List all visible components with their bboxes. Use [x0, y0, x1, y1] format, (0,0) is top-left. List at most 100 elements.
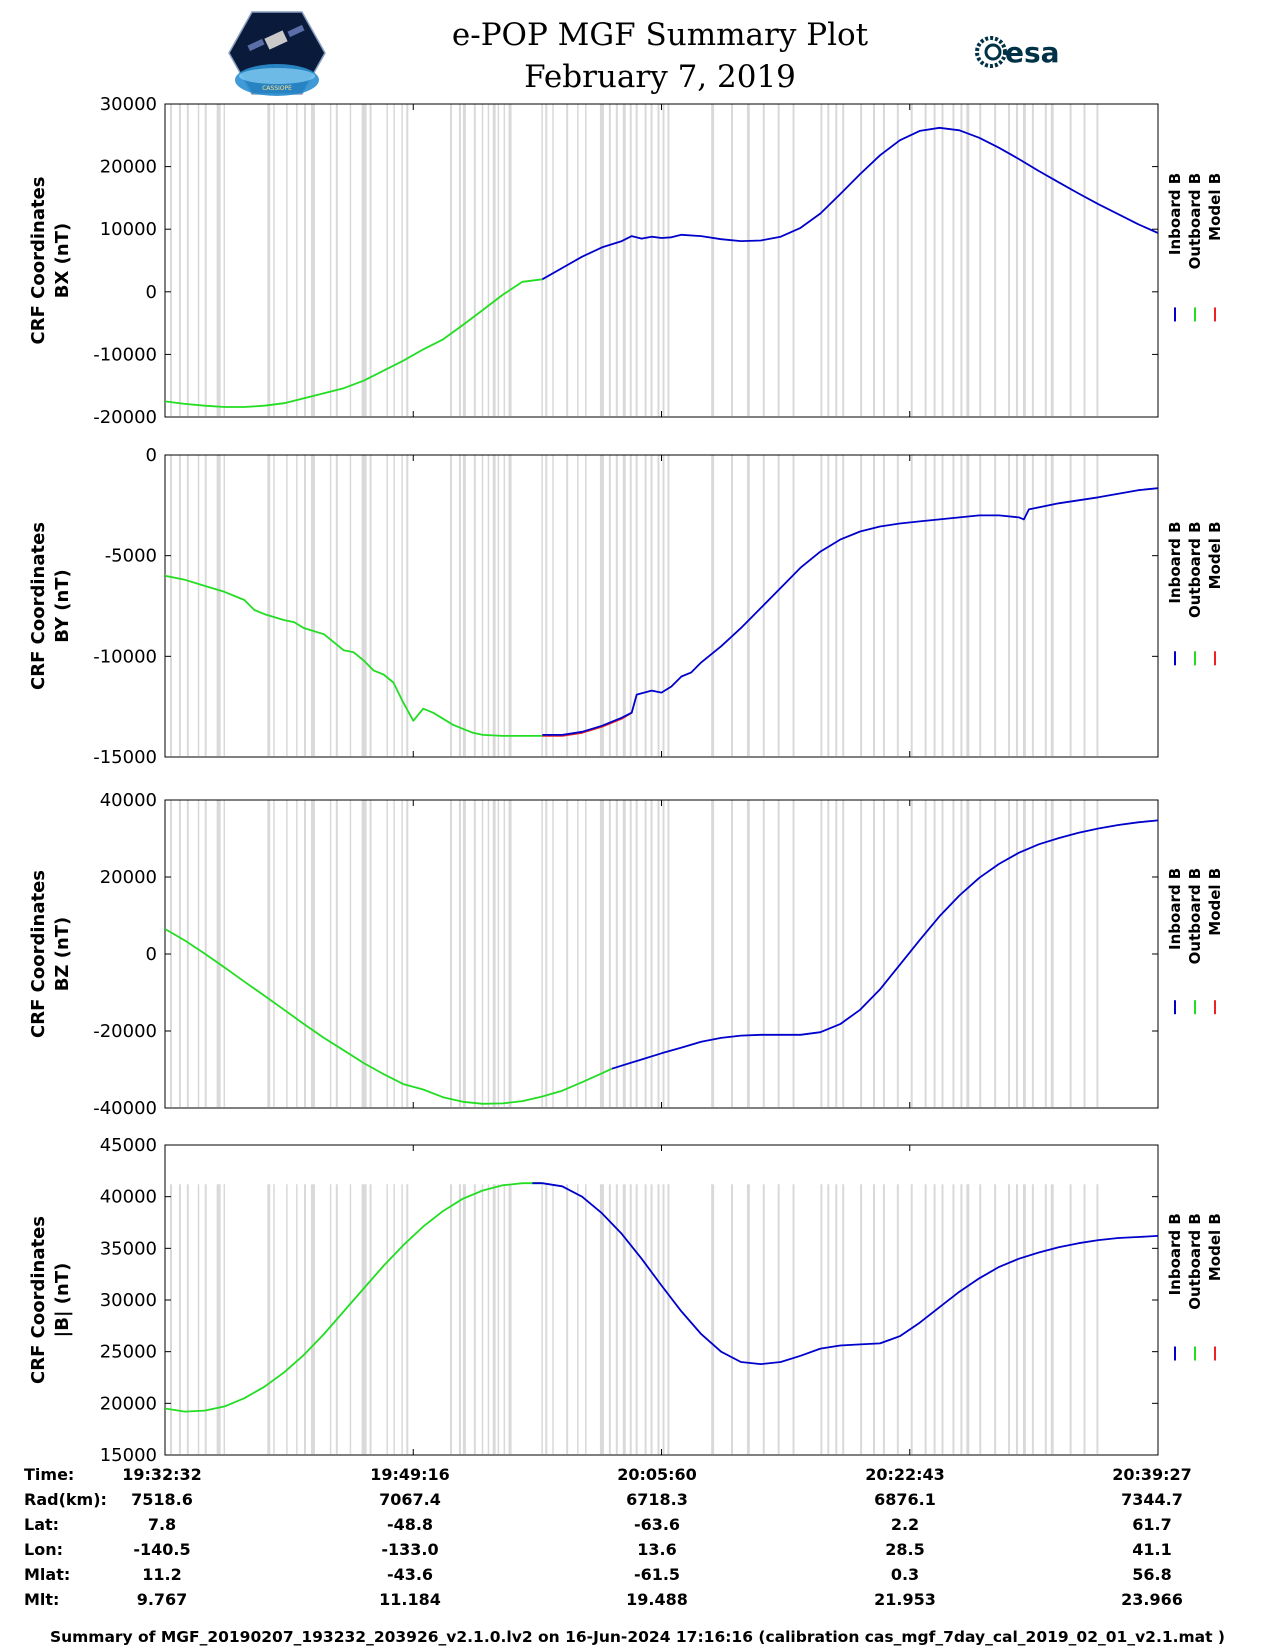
shaded-interval [449, 455, 452, 756]
shaded-interval [267, 1184, 271, 1454]
shaded-interval [792, 800, 795, 1107]
y-tick-label: 15000 [100, 1445, 157, 1465]
info-row-time: Time: 19:32:32 19:49:16 20:05:60 20:22:4… [0, 1465, 1275, 1489]
shaded-interval [615, 800, 618, 1107]
title-block: e-POP MGF Summary Plot February 7, 2019 [380, 14, 940, 98]
shaded-interval [508, 1184, 512, 1454]
info-row-lat: Lat: 7.8 -48.8 -63.6 2.2 61.7 [0, 1515, 1275, 1539]
info-cell: 41.1 [1132, 1540, 1172, 1559]
shaded-interval [267, 104, 271, 416]
shaded-interval [487, 455, 490, 756]
shaded-interval [197, 455, 200, 756]
shaded-interval [941, 104, 944, 416]
y-tick-label: -40000 [93, 1098, 157, 1119]
shaded-interval [608, 1184, 611, 1454]
shaded-interval [629, 1184, 632, 1454]
shaded-interval [650, 104, 653, 416]
shaded-interval [966, 455, 970, 756]
shaded-interval [910, 455, 913, 756]
legend-label: Model B [1206, 868, 1224, 936]
shaded-interval [650, 1184, 653, 1454]
esa-logo-text: esa [1005, 36, 1060, 69]
shaded-interval [1096, 104, 1099, 416]
shaded-interval [481, 1184, 484, 1454]
shaded-interval [481, 104, 484, 416]
y-axis-label: BZ (nT) [52, 917, 73, 992]
shaded-interval [1031, 455, 1034, 756]
y-tick-label: 25000 [100, 1342, 157, 1363]
shaded-interval [979, 800, 982, 1107]
shaded-interval [644, 104, 647, 416]
shaded-interval [835, 800, 838, 1107]
shaded-interval [304, 1184, 307, 1454]
shaded-interval [1069, 455, 1072, 756]
shaded-interval [960, 1184, 963, 1454]
shaded-interval [541, 455, 543, 756]
shaded-interval [941, 800, 944, 1107]
shaded-interval [1083, 104, 1086, 416]
shaded-interval [545, 1184, 548, 1454]
shaded-interval [1044, 1184, 1047, 1454]
page-date: February 7, 2019 [524, 59, 796, 95]
shaded-interval [746, 104, 750, 416]
series-line-outboard-b [165, 928, 613, 1105]
info-cell: -61.5 [633, 1565, 681, 1584]
shaded-interval [777, 1184, 780, 1454]
shaded-interval [1050, 800, 1054, 1107]
shaded-interval [1069, 104, 1072, 416]
shaded-interval [873, 455, 875, 756]
shaded-interval [615, 1184, 618, 1454]
shaded-interval [508, 104, 512, 416]
legend-label: Outboard B [1186, 521, 1204, 618]
legend-label: Model B [1206, 521, 1224, 589]
shaded-interval [304, 800, 307, 1107]
shaded-interval [462, 455, 466, 756]
info-cell: 9.767 [136, 1590, 188, 1609]
shaded-interval [835, 455, 838, 756]
y-axis-label: CRF Coordinates [28, 1216, 49, 1384]
shaded-interval [1022, 800, 1026, 1107]
shaded-interval [585, 104, 587, 416]
shaded-interval [566, 455, 569, 756]
shaded-interval [178, 104, 181, 416]
shaded-interval [979, 1184, 982, 1454]
shaded-interval [541, 1184, 543, 1454]
shaded-interval [777, 104, 780, 416]
shaded-interval [296, 800, 298, 1107]
shaded-interval [966, 104, 970, 416]
series-line-model-b [542, 711, 633, 737]
shaded-interval [223, 800, 226, 1107]
y-axis-label: BX (nT) [52, 223, 73, 298]
shaded-interval [820, 104, 823, 416]
shaded-interval [481, 455, 484, 756]
shaded-interval [827, 1184, 830, 1454]
shaded-interval [1044, 104, 1047, 416]
shaded-interval [286, 800, 288, 1107]
shaded-interval [296, 1184, 298, 1454]
shaded-interval [622, 800, 626, 1107]
shaded-interval [386, 455, 388, 756]
shaded-interval [762, 800, 765, 1107]
shaded-interval [310, 800, 315, 1107]
shaded-interval [657, 800, 660, 1107]
y-tick-label: -5000 [105, 546, 157, 567]
shaded-interval [842, 455, 845, 756]
info-cell: 2.2 [890, 1515, 920, 1534]
shaded-interval [1008, 455, 1011, 756]
y-tick-label: -10000 [93, 646, 157, 667]
shaded-interval [667, 800, 670, 1107]
shaded-interval [1096, 1184, 1099, 1454]
shaded-interval [329, 1184, 332, 1454]
shaded-interval [393, 1184, 395, 1454]
shaded-interval [1008, 104, 1011, 416]
shaded-interval [585, 800, 587, 1107]
shaded-interval [882, 104, 885, 416]
shaded-interval [273, 104, 275, 416]
info-cell: 20:05:60 [617, 1465, 697, 1484]
shaded-interval [662, 1184, 665, 1454]
y-tick-label: 30000 [100, 1290, 157, 1311]
y-tick-label: 30000 [100, 94, 157, 115]
shaded-interval [635, 104, 638, 416]
shaded-interval [267, 455, 271, 756]
shaded-interval [1096, 455, 1099, 756]
